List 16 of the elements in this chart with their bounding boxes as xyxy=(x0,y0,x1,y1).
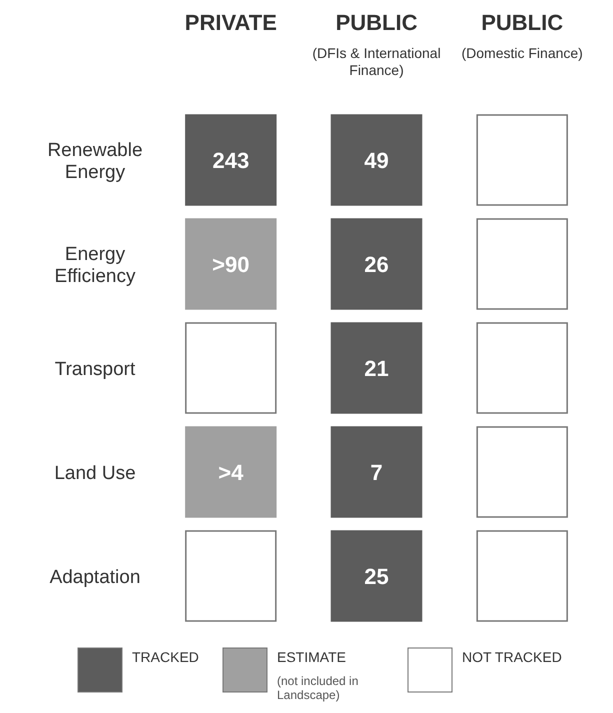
data-label: 243 xyxy=(212,148,250,173)
text: >90 xyxy=(212,252,250,277)
data-label: 21 xyxy=(364,356,389,381)
data-label: 26 xyxy=(364,252,389,277)
y-tick-label: Transport xyxy=(54,359,136,380)
data-label: 49 xyxy=(364,148,389,173)
y-tick-label: Renewable Energy xyxy=(47,140,143,183)
y-tick-label: Adaptation xyxy=(50,567,140,588)
data-label: 25 xyxy=(364,564,389,589)
x-tick-label: PRIVATE xyxy=(184,10,277,35)
text: >4 xyxy=(218,460,244,485)
y-tick-label: Energy Efficiency xyxy=(54,244,136,287)
text: NOT TRACKED xyxy=(462,649,562,665)
y-tick-label: Land Use xyxy=(54,463,136,484)
data-label: 7 xyxy=(370,460,383,485)
text: TRACKED xyxy=(132,649,199,665)
